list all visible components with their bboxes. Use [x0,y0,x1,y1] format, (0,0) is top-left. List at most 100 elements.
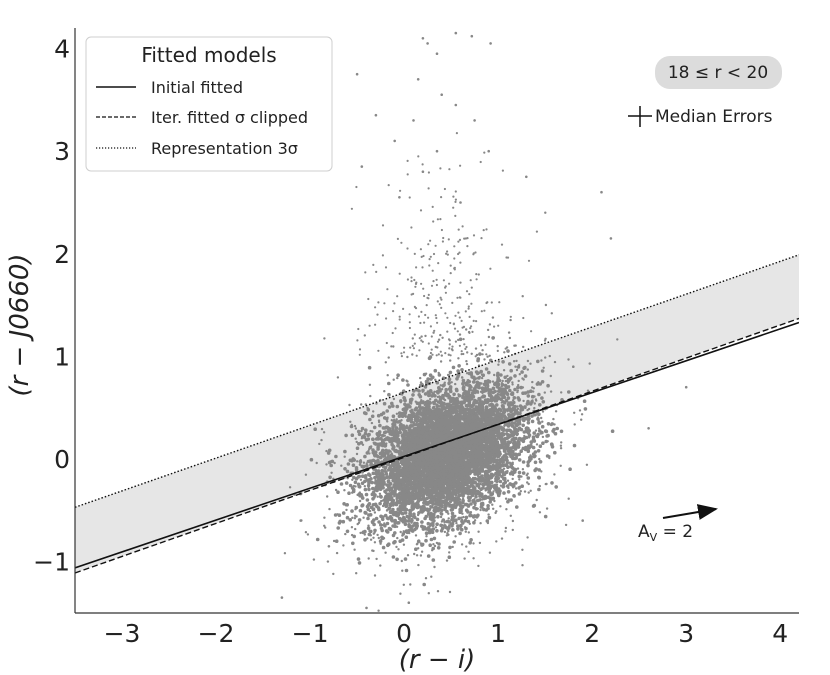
scatter-point [329,463,334,468]
scatter-point [440,451,444,456]
scatter-point [372,522,376,527]
scatter-point [391,533,396,538]
scatter-point [517,470,522,475]
scatter-point [540,396,544,400]
scatter-point [524,445,528,450]
scatter-point [380,528,385,533]
scatter-point [315,537,320,542]
scatter-point [419,454,424,459]
scatter-point [448,370,453,375]
scatter-point [572,443,577,448]
scatter-point [384,470,388,474]
scatter-point [401,378,405,382]
scatter-point [404,568,409,573]
scatter-point [506,490,511,494]
scatter-point [453,499,458,504]
scatter-point [526,460,530,465]
scatter-point [464,404,469,408]
scatter-point [367,365,372,370]
scatter-point [378,451,383,456]
scatter-point [351,463,356,468]
scatter-point [536,359,540,364]
scatter-point [505,461,510,465]
scatter-point [494,398,499,403]
scatter-point [461,386,466,390]
scatter-point [427,393,431,398]
scatter-point [583,407,588,411]
scatter-point [533,460,538,465]
scatter-point [501,404,505,409]
scatter-point [348,518,353,522]
scatter-point [499,408,503,413]
scatter-point [508,388,512,393]
scatter-point [506,349,510,353]
scatter-point [466,390,471,395]
scatter-point [464,515,469,520]
scatter-point [459,523,463,528]
scatter-point [474,495,478,499]
scatter-point [396,373,400,378]
scatter-point [382,430,387,435]
scatter-point [454,387,459,392]
scatter-point [495,373,500,378]
scatter-point [504,452,509,456]
scatter-point [360,481,365,486]
scatter-point [487,370,491,375]
scatter-point [390,463,394,468]
scatter-point [488,500,493,504]
scatter-point [509,430,514,434]
scatter-point [363,454,367,459]
scatter-point [385,516,390,520]
scatter-point [357,432,362,437]
scatter-point [486,506,490,511]
scatter-point [526,431,531,435]
scatter-point [410,529,415,533]
scatter-point [373,528,377,533]
scatter-point [387,542,391,546]
scatter-point [381,545,386,550]
scatter-point [381,411,386,415]
scatter-point [327,448,332,453]
scatter-point [543,514,548,519]
scatter-point [541,441,545,446]
scatter-point [431,433,435,437]
scatter-point [363,474,368,478]
scatter-point [388,510,393,514]
scatter-point [372,425,377,430]
scatter-point [354,466,359,470]
scatter-point [439,529,444,533]
scatter-point [530,419,535,424]
scatter-point [377,430,382,434]
scatter-point [520,484,524,489]
scatter-point [526,394,531,398]
scatter-point [376,413,381,418]
scatter-point [366,483,371,488]
scatter-point [391,414,396,419]
scatter-point [537,392,541,397]
scatter-point [454,492,458,497]
scatter-point [390,401,394,406]
scatter-point [401,407,406,412]
scatter-point [366,437,371,441]
scatter-point [363,487,368,492]
scatter-point [436,514,440,519]
scatter-point [520,437,525,441]
scatter-point [387,405,392,409]
scatter-point [431,558,436,562]
scatter-point [487,447,492,452]
scatter-point [516,412,520,416]
scatter-point [418,394,423,399]
scatter-point [447,555,452,559]
scatter-point [391,404,395,408]
scatter-point [404,535,409,539]
scatter-point [364,492,369,497]
scatter-point [396,443,400,448]
scatter-point [344,433,348,438]
scatter-point [475,483,480,487]
scatter-point [532,439,537,443]
scatter-point [457,364,461,368]
scatter-point [357,561,362,565]
scatter-point [385,409,390,413]
scatter-point [498,479,503,484]
scatter-point [336,526,341,530]
